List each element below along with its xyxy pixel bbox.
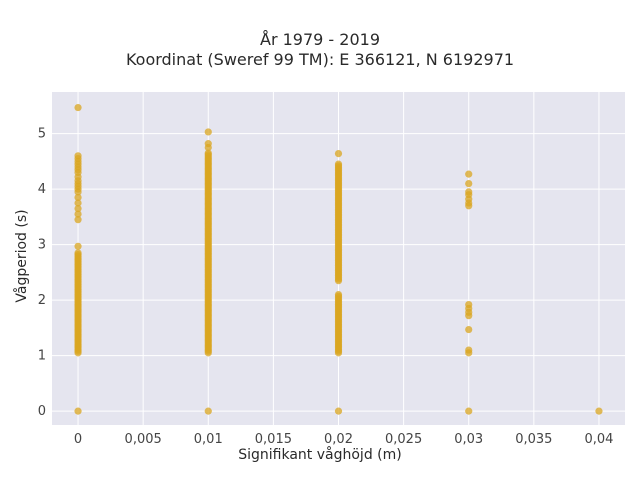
data-point	[465, 179, 473, 188]
data-point	[465, 325, 473, 334]
y-tick-label: 0	[38, 404, 46, 419]
data-point	[204, 149, 212, 157]
y-tick-label: 3	[38, 238, 46, 253]
data-point	[465, 407, 473, 415]
x-tick-label: 0,035	[515, 432, 552, 447]
x-tick-label: 0,04	[584, 432, 613, 447]
y-tick-label: 2	[38, 293, 46, 308]
data-point	[334, 407, 343, 415]
data-point	[334, 290, 343, 299]
data-point	[74, 407, 82, 415]
data-point	[465, 300, 473, 309]
y-tick-label: 5	[38, 127, 46, 142]
data-point	[74, 193, 82, 202]
data-points	[74, 103, 603, 415]
data-point	[74, 204, 82, 213]
data-point	[465, 170, 473, 178]
x-tick-label: 0,025	[385, 432, 422, 447]
data-point	[74, 210, 82, 218]
data-point	[465, 188, 473, 196]
y-tick-label: 1	[38, 349, 46, 364]
x-tick-label: 0,02	[324, 432, 353, 447]
data-point	[204, 407, 212, 415]
data-point	[74, 199, 82, 207]
data-point	[74, 152, 82, 160]
chart-subtitle: Koordinat (Sweref 99 TM): E 366121, N 61…	[125, 50, 515, 69]
x-tick-label: 0,015	[255, 432, 292, 447]
data-point	[74, 216, 82, 224]
data-point	[204, 128, 212, 136]
data-point	[595, 407, 603, 415]
x-tick-label: 0,005	[125, 432, 162, 447]
y-axis-title: Vågperiod (s)	[14, 209, 30, 303]
x-axis-title: Signifikant våghöjd (m)	[238, 447, 402, 463]
tick-labels: 0 0,005 0,01 0,015 0,02 0,025 0,03 0,035 0,04 0 1 2…	[38, 127, 614, 447]
y-tick-label: 4	[38, 182, 46, 197]
data-point	[334, 160, 343, 168]
data-point	[74, 249, 82, 257]
x-tick-label: 0,01	[194, 432, 223, 447]
chart-title: År 1979 - 2019	[260, 30, 380, 49]
x-tick-label: 0	[74, 432, 82, 447]
data-point	[465, 346, 473, 354]
data-point	[74, 242, 82, 250]
data-point	[204, 140, 212, 148]
data-point	[334, 150, 343, 158]
x-tick-label: 0,03	[454, 432, 483, 447]
data-point	[74, 103, 82, 112]
